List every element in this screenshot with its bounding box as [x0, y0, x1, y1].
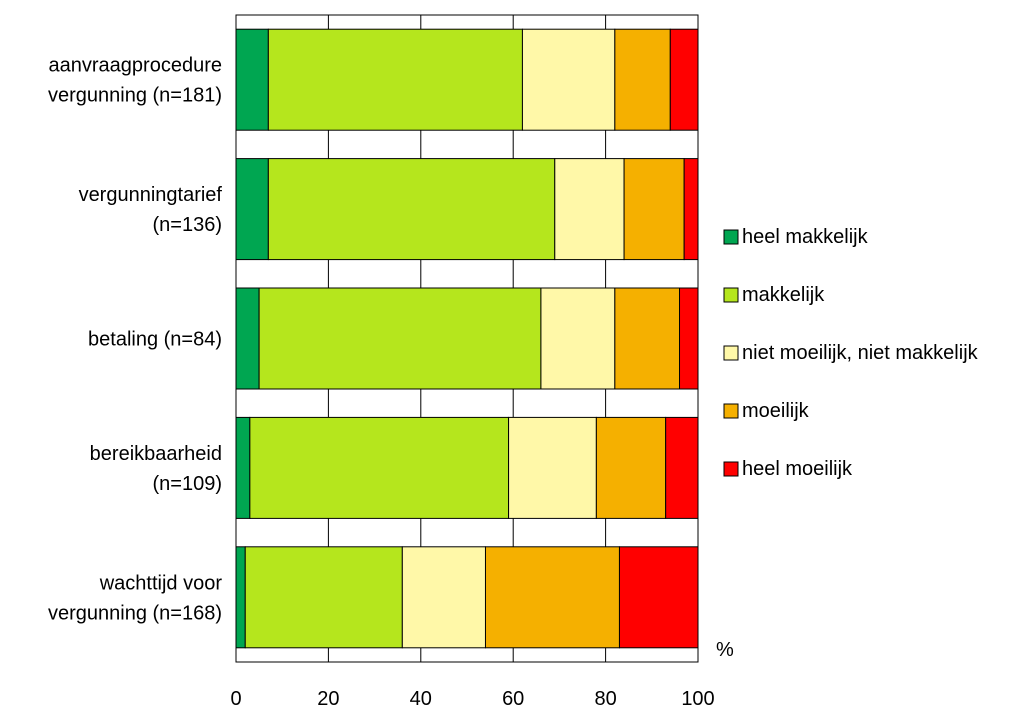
legend-swatch-4: [724, 462, 738, 476]
bar-segment-moeilijk-4: [485, 547, 619, 648]
legend-label-1: makkelijk: [742, 284, 825, 306]
x-tick-label-20: 20: [317, 688, 339, 710]
category-label-4-line-0: wachttijd voor: [99, 572, 223, 594]
bar-segment-heel-moeilijk-4: [619, 547, 698, 648]
category-label-0-line-1: vergunning (n=181): [48, 85, 222, 107]
x-tick-label-80: 80: [594, 688, 616, 710]
bar-segment-heel-makkelijk-1: [236, 159, 268, 260]
bar-segment-moeilijk-3: [596, 417, 665, 518]
bar-segment-heel-makkelijk-0: [236, 29, 268, 130]
bar-segment-niet-moeilijk-niet-makkelijk-0: [522, 29, 614, 130]
x-tick-label-0: 0: [230, 688, 241, 710]
bar-segment-heel-moeilijk-2: [680, 288, 698, 389]
legend-label-0: heel makkelijk: [742, 226, 869, 248]
bar-segment-heel-makkelijk-2: [236, 288, 259, 389]
category-label-0-line-0: aanvraagprocedure: [49, 55, 222, 77]
category-label-4-line-1: vergunning (n=168): [48, 602, 222, 624]
x-tick-label-100: 100: [681, 688, 714, 710]
x-tick-labels: 0 20 40 60 80 100: [230, 688, 714, 710]
bar-segment-moeilijk-0: [615, 29, 670, 130]
bar-segment-makkelijk-1: [268, 159, 554, 260]
legend-swatch-2: [724, 346, 738, 360]
bar-segment-heel-moeilijk-0: [670, 29, 698, 130]
legend-swatch-3: [724, 404, 738, 418]
category-label-2-line-0: betaling (n=84): [88, 329, 222, 351]
bar-segment-heel-makkelijk-3: [236, 417, 250, 518]
category-label-3-line-0: bereikbaarheid: [90, 443, 222, 465]
legend-label-3: moeilijk: [742, 400, 810, 422]
bar-segment-makkelijk-4: [245, 547, 402, 648]
x-unit-label: %: [716, 639, 734, 661]
bar-segment-moeilijk-2: [615, 288, 680, 389]
bar-segment-heel-moeilijk-1: [684, 159, 698, 260]
bar-segment-niet-moeilijk-niet-makkelijk-3: [509, 417, 597, 518]
bar-segment-makkelijk-0: [268, 29, 522, 130]
bar-segment-niet-moeilijk-niet-makkelijk-1: [555, 159, 624, 260]
category-label-1-line-1: (n=136): [153, 214, 223, 236]
bars: [236, 29, 698, 648]
legend-swatch-0: [724, 230, 738, 244]
x-tick-label-40: 40: [410, 688, 432, 710]
bar-segment-heel-moeilijk-3: [666, 417, 698, 518]
legend: heel makkelijk makkelijk niet moeilijk, ni…: [724, 226, 979, 480]
category-label-1-line-0: vergunningtarief: [79, 184, 223, 206]
category-labels: aanvraagprocedure vergunning (n=181) vergu…: [48, 55, 222, 625]
bar-segment-makkelijk-3: [250, 417, 509, 518]
x-tick-label-60: 60: [502, 688, 524, 710]
bar-segment-niet-moeilijk-niet-makkelijk-2: [541, 288, 615, 389]
bar-segment-moeilijk-1: [624, 159, 684, 260]
legend-label-2: niet moeilijk, niet makkelijk: [742, 342, 979, 364]
legend-swatch-1: [724, 288, 738, 302]
bar-segment-niet-moeilijk-niet-makkelijk-4: [402, 547, 485, 648]
bar-segment-makkelijk-2: [259, 288, 541, 389]
legend-label-4: heel moeilijk: [742, 458, 853, 480]
bar-segment-heel-makkelijk-4: [236, 547, 245, 648]
category-label-3-line-1: (n=109): [153, 473, 223, 495]
